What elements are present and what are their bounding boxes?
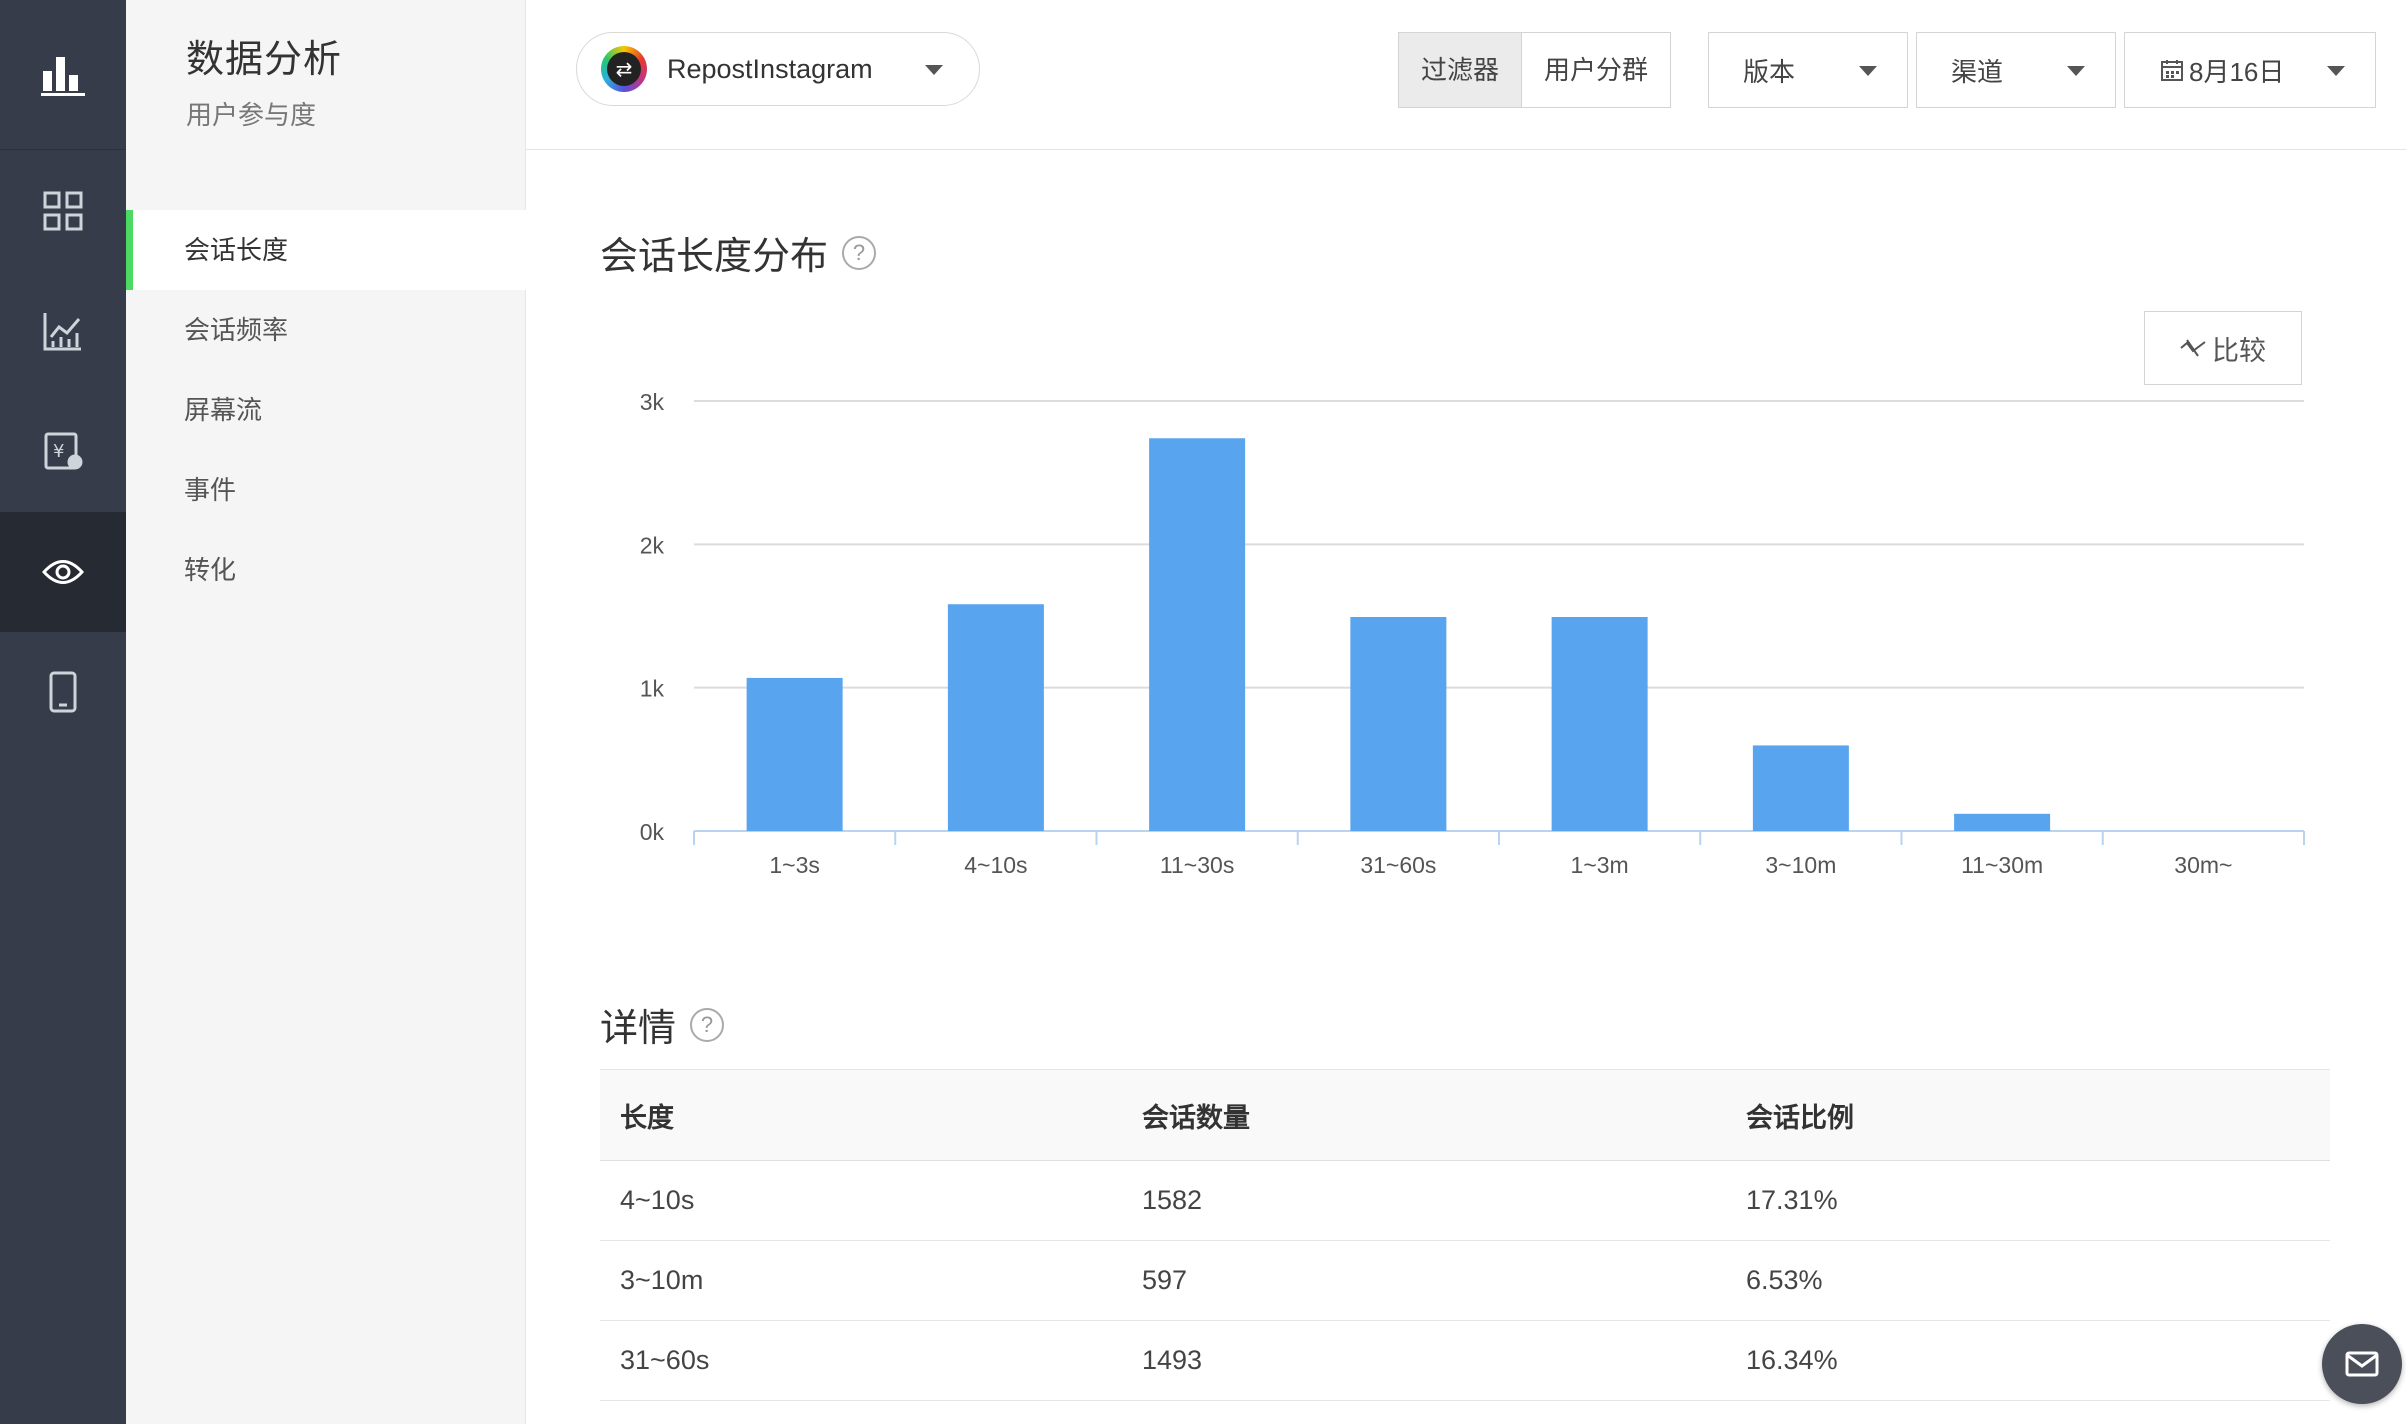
date-picker-label: 8月16日 <box>2189 56 2285 87</box>
details-section-title: 详情 ? <box>600 997 725 1052</box>
feedback-mail-button[interactable] <box>2322 1324 2402 1404</box>
secondary-sidebar: 数据分析 用户参与度 会话长度 会话频率 屏幕流 事件 转化 <box>126 0 526 1424</box>
x-tick-label: 11~30m <box>1961 852 2043 878</box>
cell-session-count: 597 <box>1142 1265 1188 1295</box>
date-picker[interactable]: 8月16日 <box>2124 32 2376 108</box>
chart-bar <box>1149 438 1246 831</box>
trend-chart-icon[interactable] <box>0 271 126 391</box>
x-tick-label: 3~10m <box>1765 852 1836 878</box>
icon-rail: ¥ <box>0 0 126 1424</box>
chart-bar <box>947 604 1044 831</box>
details-title: 详情 <box>600 1008 677 1050</box>
mail-icon <box>2345 1351 2379 1377</box>
cell-session-count: 1493 <box>1142 1345 1203 1375</box>
calendar-icon <box>2161 60 2183 81</box>
top-bar: ⇄ RepostInstagram 过滤器 用户分群 版本 渠道 8月16日 <box>526 0 2406 150</box>
chart-bar <box>1551 617 1648 831</box>
x-tick-label: 30m~ <box>2174 852 2232 878</box>
chart-bar <box>1752 745 1849 831</box>
table-header: 长度 会话数量 会话比例 <box>600 1069 2330 1161</box>
cell-session-count: 1582 <box>1142 1185 1203 1215</box>
column-header-length[interactable]: 长度 <box>620 1102 674 1133</box>
filter-tabs: 过滤器 用户分群 <box>1398 32 1672 108</box>
tab-user-segment[interactable]: 用户分群 <box>1522 33 1671 107</box>
chevron-down-icon <box>2327 66 2345 76</box>
help-icon[interactable]: ? <box>690 1007 725 1042</box>
session-length-chart: 0k 1k 2k 3k 1~3s 4~10s 11~30s 31~60s 1~3m 3~10m 11… <box>526 151 2406 911</box>
sidebar-item-session-frequency[interactable]: 会话频率 <box>184 315 289 345</box>
cell-session-ratio: 6.53% <box>1746 1265 1823 1295</box>
grid-dashboard-icon[interactable] <box>0 151 126 271</box>
column-header-session-ratio[interactable]: 会话比例 <box>1746 1102 1854 1133</box>
chart-bar <box>1954 813 2051 831</box>
cell-length: 4~10s <box>620 1185 695 1215</box>
y-tick-label: 2k <box>640 532 665 558</box>
chart-section-title: 会话长度分布 ? <box>600 225 877 280</box>
tab-filter[interactable]: 过滤器 <box>1399 33 1523 107</box>
version-dropdown-label: 版本 <box>1743 56 1796 87</box>
channel-dropdown-label: 渠道 <box>1951 56 2004 87</box>
chart-bar <box>1350 617 1447 831</box>
column-header-session-count[interactable]: 会话数量 <box>1142 1102 1250 1133</box>
page-subtitle: 用户参与度 <box>186 100 317 130</box>
svg-text:¥: ¥ <box>53 441 64 462</box>
compare-button[interactable]: 比较 <box>2144 311 2302 385</box>
chart-title: 会话长度分布 <box>600 236 829 278</box>
y-tick-label: 1k <box>640 676 665 702</box>
y-tick-label: 3k <box>640 389 665 415</box>
x-tick-label: 31~60s <box>1360 852 1436 878</box>
table-row: 3~10m 597 6.53% <box>600 1241 2330 1321</box>
sidebar-item-conversion[interactable]: 转化 <box>184 555 237 585</box>
x-tick-label: 1~3s <box>769 852 820 878</box>
repost-app-icon: ⇄ <box>601 46 647 92</box>
sidebar-header: 数据分析 用户参与度 <box>126 0 525 150</box>
cell-length: 31~60s <box>620 1345 710 1375</box>
x-tick-label: 11~30s <box>1160 852 1234 878</box>
table-row: 4~10s 1582 17.31% <box>600 1161 2330 1241</box>
chart-bar <box>746 677 843 831</box>
cell-session-ratio: 17.31% <box>1746 1185 1838 1215</box>
chevron-down-icon <box>2067 66 2085 76</box>
cell-length: 3~10m <box>620 1265 704 1295</box>
cell-session-ratio: 16.34% <box>1746 1345 1838 1375</box>
chevron-down-icon <box>925 65 943 75</box>
sidebar-item-session-length[interactable]: 会话长度 <box>126 210 526 290</box>
compare-icon <box>2180 339 2206 357</box>
version-dropdown[interactable]: 版本 <box>1708 32 1908 108</box>
x-tick-label: 4~10s <box>964 852 1027 878</box>
channel-dropdown[interactable]: 渠道 <box>1916 32 2116 108</box>
sidebar-item-screen-flow[interactable]: 屏幕流 <box>184 395 263 425</box>
app-selector[interactable]: ⇄ RepostInstagram <box>576 32 980 106</box>
app-selector-label: RepostInstagram <box>667 53 873 84</box>
x-tick-label: 1~3m <box>1571 852 1629 878</box>
sidebar-menu: 会话长度 会话频率 屏幕流 事件 转化 <box>126 210 526 610</box>
eye-engagement-icon[interactable] <box>0 512 126 632</box>
compare-button-label: 比较 <box>2212 335 2266 366</box>
bar-chart-logo-icon[interactable] <box>0 0 126 150</box>
main-content: 会话长度分布 ? 比较 0k 1k 2k 3k 1~3s 4~10s 11~30s 31~60… <box>526 151 2406 1424</box>
help-icon[interactable]: ? <box>842 235 877 270</box>
mobile-device-icon[interactable] <box>0 632 126 752</box>
y-tick-label: 0k <box>640 819 665 845</box>
sidebar-item-events[interactable]: 事件 <box>184 475 237 505</box>
chevron-down-icon <box>1859 66 1877 76</box>
chart-svg: 0k 1k 2k 3k 1~3s 4~10s 11~30s 31~60s 1~3m 3~10m 11… <box>640 389 2305 878</box>
page-title: 数据分析 <box>186 39 343 81</box>
details-table: 长度 会话数量 会话比例 4~10s 1582 17.31% 3~10m 597… <box>600 1069 2330 1401</box>
table-row: 31~60s 1493 16.34% <box>600 1321 2330 1401</box>
revenue-yen-icon[interactable]: ¥ <box>0 391 126 511</box>
